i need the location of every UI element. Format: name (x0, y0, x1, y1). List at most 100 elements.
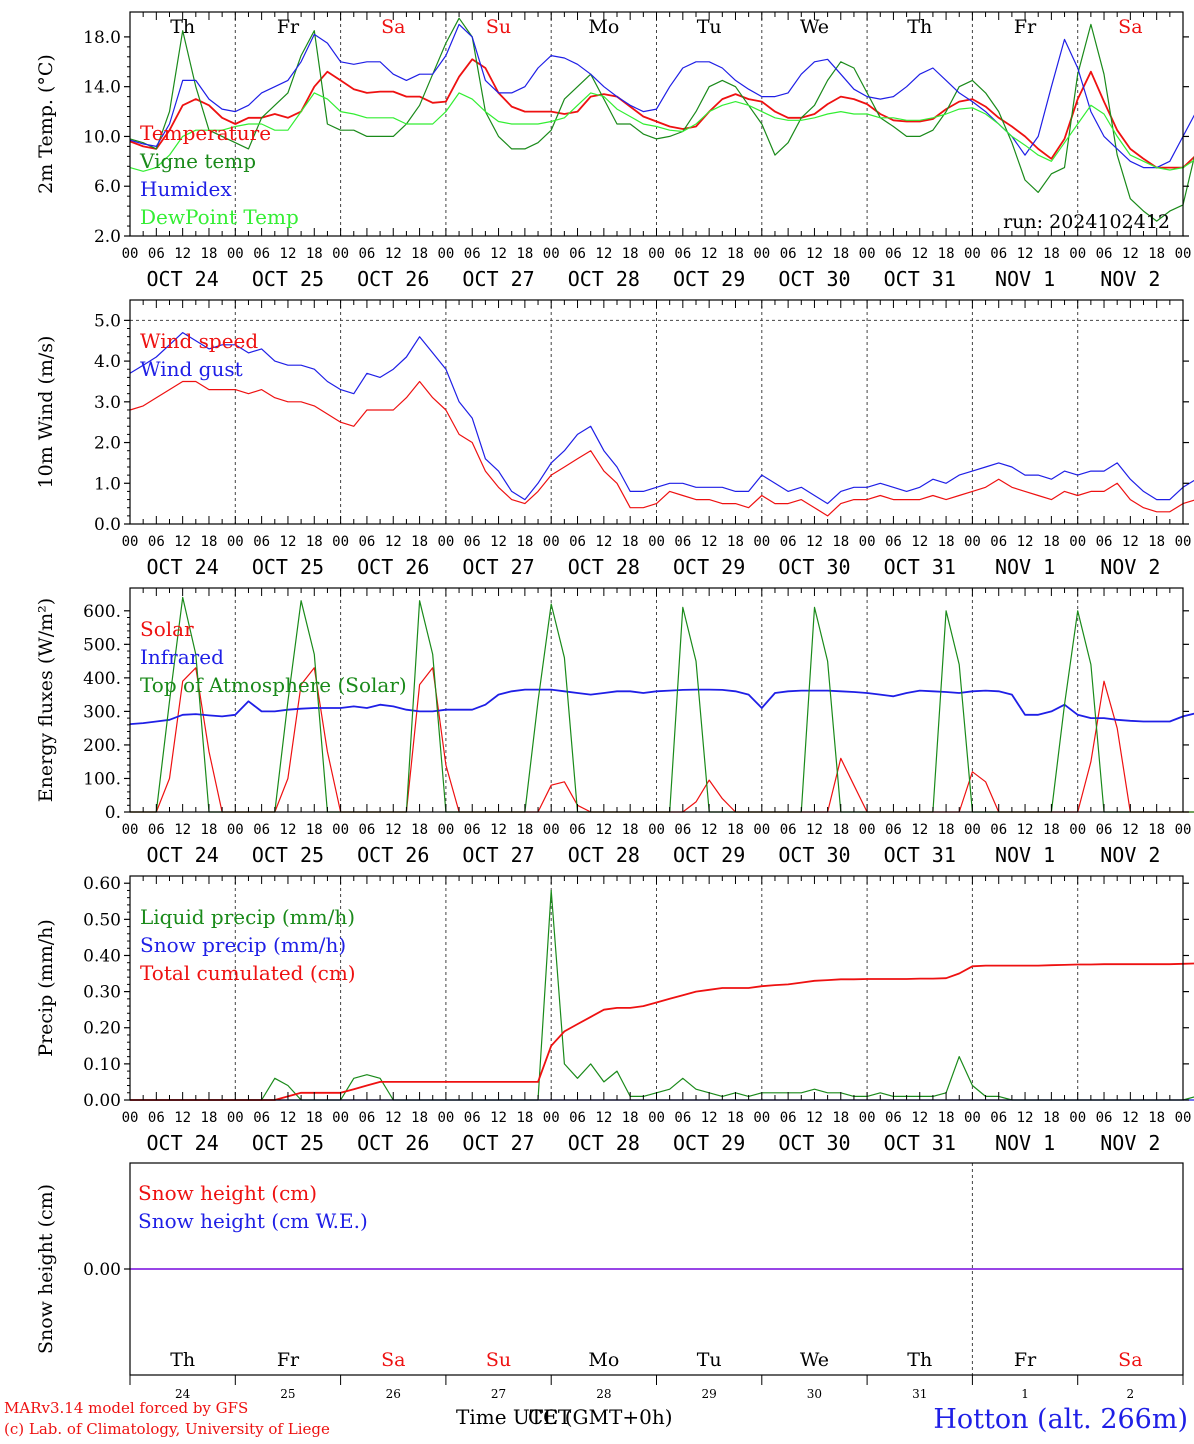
panel4-legend-liquid-precip-mm-h: Liquid precip (mm/h) (140, 905, 355, 929)
panel1-hour-label: 18 (832, 246, 849, 262)
panel2-hour-label: 00 (753, 534, 770, 550)
panel2-hour-label: 00 (1069, 534, 1086, 550)
panel4-date-label: OCT 28 (568, 1131, 640, 1155)
panel5-legend-snow-height-cm-w-e: Snow height (cm W.E.) (138, 1209, 368, 1233)
lab-credit: (c) Lab. of Climatology, University of L… (4, 1420, 330, 1438)
panel2-hour-label: 06 (358, 534, 375, 550)
panel3-hour-label: 18 (1043, 822, 1060, 838)
weekday-label-bottom: We (800, 1349, 829, 1371)
panel2-hour-label: 18 (411, 534, 428, 550)
panel4-hour-label: 18 (201, 1110, 218, 1126)
panel3-ytick-label: 400. (83, 669, 121, 689)
panel3-date-label: OCT 27 (462, 843, 534, 867)
panel4-date-label: OCT 25 (252, 1131, 324, 1155)
panel2-hour-label: 18 (938, 534, 955, 550)
panel1-hour-label: 18 (411, 246, 428, 262)
panel3-hour-label: 06 (1096, 822, 1113, 838)
panel4-hour-label: 06 (1096, 1110, 1113, 1126)
panel4-date-label: OCT 31 (884, 1131, 956, 1155)
panel4-date-label: OCT 26 (357, 1131, 429, 1155)
panel2-date-label: OCT 26 (357, 555, 429, 579)
panel2-ylabel: 10m Wind (m/s) (35, 336, 57, 489)
panel2-hour-label: 18 (1043, 534, 1060, 550)
panel4-hour-label: 00 (964, 1110, 981, 1126)
day-number-label: 27 (491, 1387, 506, 1401)
panel2-date-label: OCT 30 (778, 555, 850, 579)
weekday-label-top: Sa (381, 16, 405, 38)
panel2-ytick-label: 2.0 (94, 434, 121, 454)
panel3-hour-label: 00 (437, 822, 454, 838)
weekday-label-top: Fr (1014, 16, 1037, 38)
panel4-hour-label: 18 (622, 1110, 639, 1126)
panel3-hour-label: 18 (1148, 822, 1165, 838)
panel2-hour-label: 00 (964, 534, 981, 550)
panel4-hour-label: 12 (911, 1110, 928, 1126)
panel5-legend-snow-height-cm: Snow height (cm) (138, 1181, 317, 1205)
panel4-series-total-cumulated-cm (130, 962, 1194, 1101)
panel2-legend-wind-speed: Wind speed (140, 329, 258, 353)
panel1-ytick-label: 6.0 (94, 177, 121, 197)
panel4-ytick-label: 0.20 (83, 1019, 121, 1039)
panel2-hour-label: 00 (1175, 534, 1192, 550)
panel2-hour-label: 12 (1017, 534, 1034, 550)
panel2-date-label: NOV 2 (1100, 555, 1160, 579)
panel4-ytick-label: 0.00 (83, 1091, 121, 1111)
panel4-hour-label: 12 (280, 1110, 297, 1126)
panel1-date-label: OCT 26 (357, 267, 429, 291)
panel4-date-label: OCT 30 (778, 1131, 850, 1155)
panel3-hour-label: 12 (490, 822, 507, 838)
panel4-ylabel: Precip (mm/h) (35, 919, 57, 1057)
panel4-hour-label: 06 (358, 1110, 375, 1126)
panel1-hour-label: 06 (148, 246, 165, 262)
panel1-hour-label: 18 (938, 246, 955, 262)
day-number-label: 28 (596, 1387, 611, 1401)
panel3-legend-solar: Solar (140, 617, 194, 641)
panel3-hour-label: 00 (543, 822, 560, 838)
day-number-label: 26 (386, 1387, 401, 1401)
day-number-label: 29 (702, 1387, 717, 1401)
panel3-date-label: OCT 26 (357, 843, 429, 867)
model-credit: MARv3.14 model forced by GFS (4, 1399, 248, 1417)
station-name: Hotton (alt. 266m) (933, 1404, 1188, 1435)
panel2-hour-label: 06 (253, 534, 270, 550)
time-axis-overlay: CET (528, 1405, 572, 1429)
panel3-hour-label: 18 (306, 822, 323, 838)
panel4-hour-label: 18 (727, 1110, 744, 1126)
panel4-date-label: OCT 24 (147, 1131, 219, 1155)
panel2-hour-label: 06 (674, 534, 691, 550)
panel3-date-label: NOV 1 (995, 843, 1055, 867)
panel1-series-vigne-temp (129, 17, 1194, 222)
weekday-label-bottom: Su (486, 1349, 511, 1371)
panel3-date-label: OCT 24 (147, 843, 219, 867)
panel3-hour-label: 18 (727, 822, 744, 838)
panel1-legend-humidex: Humidex (140, 177, 232, 201)
panel1-hour-label: 06 (358, 246, 375, 262)
panel1-hour-label: 00 (964, 246, 981, 262)
panel3-ytick-label: 0. (105, 803, 121, 823)
panel2-hour-label: 12 (280, 534, 297, 550)
panel3-hour-label: 06 (253, 822, 270, 838)
panel3-hour-label: 12 (1017, 822, 1034, 838)
panel3-hour-label: 06 (990, 822, 1007, 838)
panel1-hour-label: 12 (1017, 246, 1034, 262)
panel1-hour-label: 06 (253, 246, 270, 262)
panel1-hour-label: 18 (1148, 246, 1165, 262)
panel2-hour-label: 18 (516, 534, 533, 550)
panel3-hour-label: 00 (648, 822, 665, 838)
weekday-label-bottom: Sa (381, 1349, 405, 1371)
panel3-legend-infrared: Infrared (140, 645, 224, 669)
panel2-hour-label: 12 (595, 534, 612, 550)
panel2-hour-label: 18 (727, 534, 744, 550)
panel4-hour-label: 18 (411, 1110, 428, 1126)
panel4-date-label: OCT 29 (673, 1131, 745, 1155)
panel3-hour-label: 00 (227, 822, 244, 838)
panel2-ytick-label: 5.0 (94, 311, 121, 331)
panel1-hour-label: 12 (490, 246, 507, 262)
panel1-hour-label: 18 (201, 246, 218, 262)
panel1-frame (129, 11, 1184, 237)
panel2-hour-label: 18 (1148, 534, 1165, 550)
panel1-hour-label: 18 (1043, 246, 1060, 262)
panel1-hour-label: 12 (385, 246, 402, 262)
panel3-hour-label: 06 (569, 822, 586, 838)
panel2-hour-label: 00 (122, 534, 139, 550)
